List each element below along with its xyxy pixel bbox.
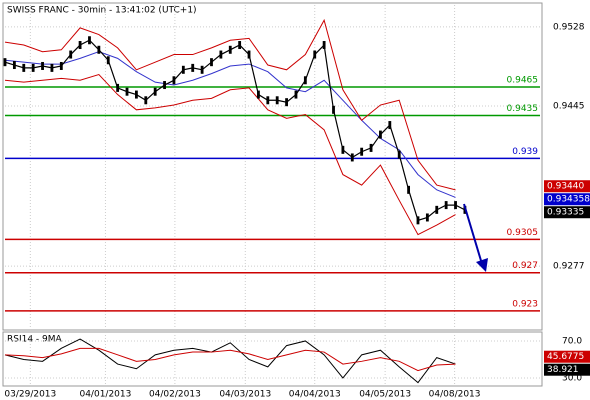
annotation-arrow xyxy=(463,203,488,272)
price-line xyxy=(4,39,466,222)
level-label: 0.9435 xyxy=(507,104,539,114)
x-tick-label: 04/08/2013 xyxy=(429,390,481,400)
price-panel xyxy=(2,2,543,331)
x-tick-label: 04/05/2013 xyxy=(359,390,411,400)
rsi-title: RSI14 - 9MA xyxy=(7,335,63,345)
level-label: 0.927 xyxy=(512,261,538,271)
price-tag-label: 0.93440 xyxy=(547,182,584,192)
rsi-tag xyxy=(544,350,590,363)
x-tick-label: 03/29/2013 xyxy=(4,390,56,400)
price-bar xyxy=(3,58,7,67)
rsi-line xyxy=(4,338,456,384)
y-tick-label: 0.9528 xyxy=(553,22,585,32)
price-tag-label: 0.934358 xyxy=(547,195,590,205)
rsi-tag xyxy=(544,363,590,376)
indicator-line xyxy=(4,51,456,198)
rsi-tag-label: 45.6775 xyxy=(547,352,584,362)
x-tick-label: 04/04/2013 xyxy=(289,390,341,400)
rsi-panel xyxy=(2,331,543,387)
chart-title: SWISS FRANC - 30min - 13:41:02 (UTC+1) xyxy=(7,6,197,16)
rsi-line xyxy=(4,347,456,372)
level-label: 0.923 xyxy=(512,299,538,309)
price-tag xyxy=(544,193,590,206)
x-tick-label: 04/02/2013 xyxy=(149,390,201,400)
x-tick-label: 04/01/2013 xyxy=(79,390,131,400)
price-tag xyxy=(544,180,590,193)
rsi-tag-label: 38.921 xyxy=(547,365,579,375)
indicator-line xyxy=(4,73,456,236)
price-tag xyxy=(544,206,590,219)
y-tick-label: 0.9445 xyxy=(553,101,585,111)
y-tick-label: 0.9277 xyxy=(553,262,585,272)
level-label: 0.9465 xyxy=(507,75,539,85)
level-label: 0.9305 xyxy=(507,228,539,238)
rsi-tick-label: 70.0 xyxy=(562,336,582,346)
rsi-tick-label: 30.0 xyxy=(562,373,582,383)
price-tag-label: 0.93335 xyxy=(547,208,584,218)
x-tick-label: 04/03/2013 xyxy=(219,390,271,400)
level-label: 0.939 xyxy=(512,147,538,157)
indicator-line xyxy=(4,18,456,191)
